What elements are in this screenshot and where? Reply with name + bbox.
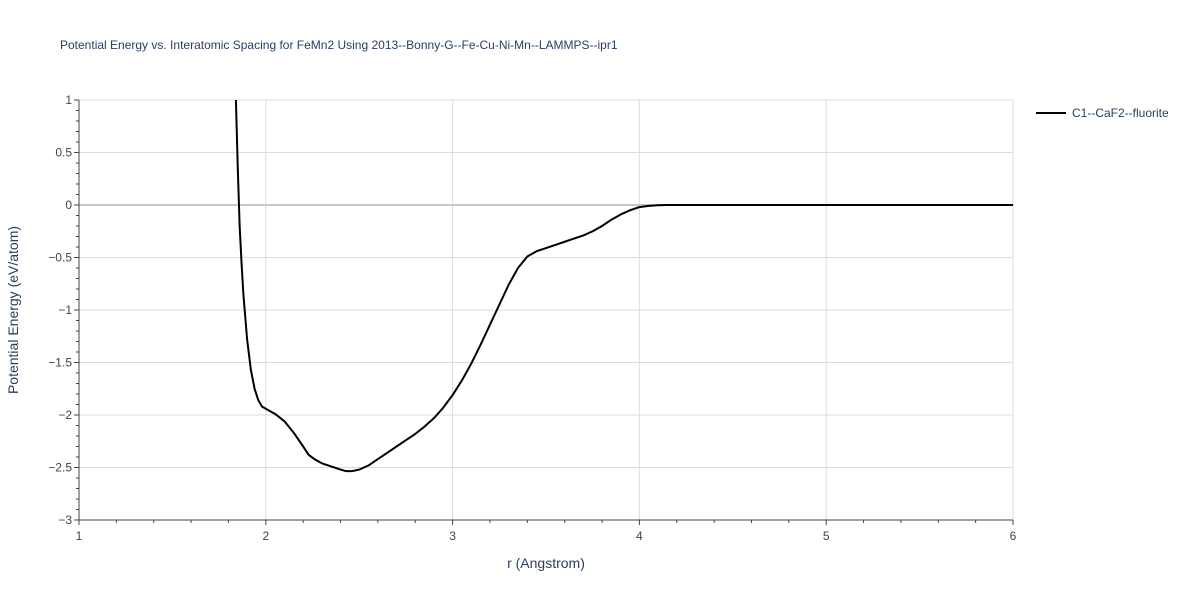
y-tick-label: −1.5 [48, 356, 72, 370]
grid-lines [79, 99, 1014, 521]
x-tick-label: 4 [636, 529, 643, 543]
y-axis-label: Potential Energy (eV/atom) [5, 226, 21, 394]
y-tick-label: −3 [58, 513, 72, 527]
y-tick-label: −0.5 [48, 251, 72, 265]
y-tick-label: 1 [65, 93, 72, 107]
x-tick-label: 3 [449, 529, 456, 543]
y-tick-label: 0.5 [55, 146, 72, 160]
legend[interactable]: C1--CaF2--fluorite [1036, 106, 1169, 120]
x-axis-label: r (Angstrom) [507, 555, 585, 571]
y-tick-label: −1 [58, 303, 72, 317]
legend-label: C1--CaF2--fluorite [1072, 106, 1169, 120]
y-tick-label: −2 [58, 408, 72, 422]
x-axis-ticks: 1 2 3 4 5 6 [76, 520, 1017, 543]
series-line [234, 99, 1013, 473]
series-lines [234, 99, 1013, 473]
x-tick-label: 1 [76, 529, 83, 543]
y-tick-label: 0 [65, 198, 72, 212]
x-tick-label: 5 [823, 529, 830, 543]
legend-swatch [1036, 112, 1066, 114]
x-tick-label: 6 [1010, 529, 1017, 543]
x-tick-label: 2 [262, 529, 269, 543]
y-tick-label: −2.5 [48, 461, 72, 475]
chart-title: Potential Energy vs. Interatomic Spacing… [60, 38, 618, 52]
y-axis-ticks: 1 0.5 0 −0.5 −1 −1.5 −2 −2.5 −3 [48, 93, 79, 527]
